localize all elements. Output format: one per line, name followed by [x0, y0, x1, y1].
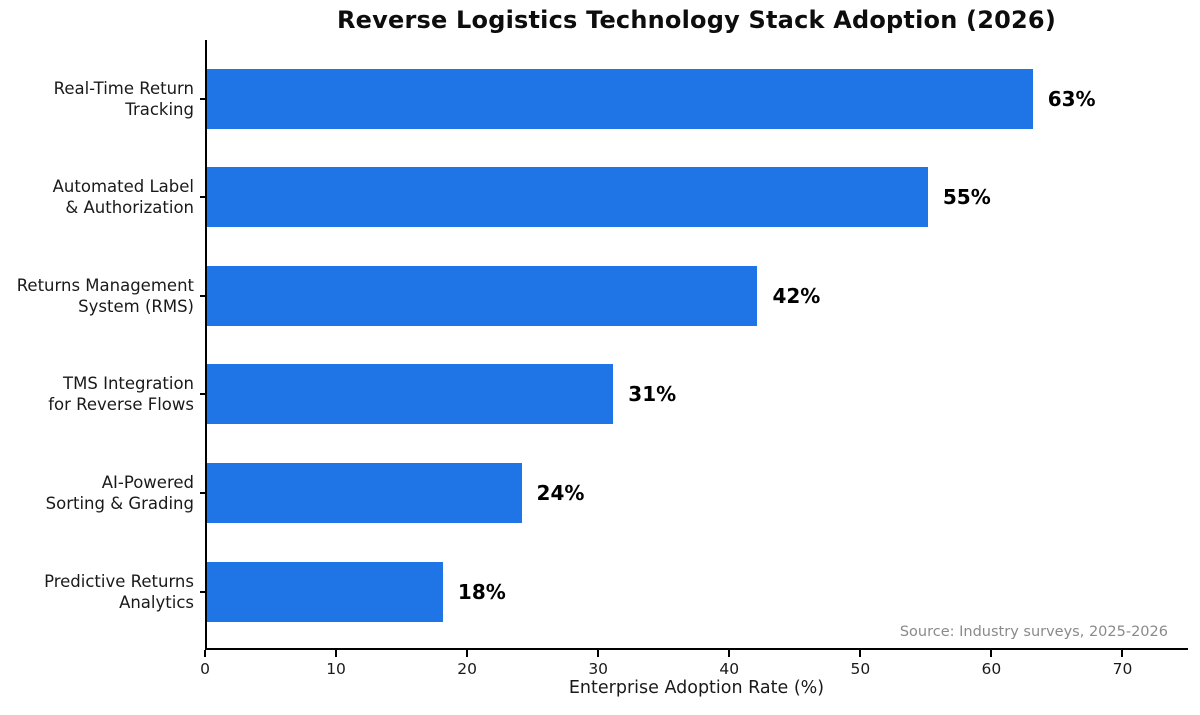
x-tick-label-3: 30	[588, 660, 609, 678]
bar-0	[207, 68, 1033, 129]
category-label-4: AI-Powered Sorting & Grading	[45, 472, 194, 513]
x-tick-mark-3	[597, 650, 600, 657]
x-tick-mark-1	[335, 650, 338, 657]
y-tick-2	[200, 294, 207, 297]
y-tick-0	[200, 97, 207, 100]
x-tick-mark-5	[859, 650, 862, 657]
bar-value-label-3: 31%	[628, 382, 677, 407]
x-tick-mark-2	[466, 650, 469, 657]
chart-title: Reverse Logistics Technology Stack Adopt…	[337, 6, 1056, 34]
x-tick-mark-6	[990, 650, 993, 657]
source-note: Source: Industry surveys, 2025-2026	[899, 624, 1168, 640]
x-tick-mark-4	[728, 650, 731, 657]
x-axis-label: Enterprise Adoption Rate (%)	[568, 678, 825, 698]
x-tick-label-2: 20	[457, 660, 477, 678]
plot-area: Source: Industry surveys, 2025-2026 63% 5…	[200, 40, 1188, 650]
y-tick-4	[200, 491, 207, 494]
bar-4	[207, 462, 522, 523]
x-tick-label-4: 40	[719, 660, 740, 678]
bar-value-label-5: 18%	[457, 579, 506, 604]
category-label-2: Returns Management System (RMS)	[16, 275, 194, 316]
x-tick-label-5: 50	[850, 660, 871, 678]
category-label-5: Predictive Returns Analytics	[44, 571, 194, 612]
category-label-3: TMS Integration for Reverse Flows	[48, 374, 194, 415]
y-tick-5	[200, 590, 207, 593]
bar-1	[207, 167, 928, 228]
bar-3	[207, 364, 614, 425]
x-tick-mark-7	[1121, 650, 1124, 657]
bar-5	[207, 561, 443, 622]
y-tick-3	[200, 393, 207, 396]
x-axis-ticks: 0 10 20 30 40 50 60 70	[200, 650, 1188, 690]
category-label-0: Real-Time Return Tracking	[53, 78, 194, 119]
bar-2	[207, 265, 758, 326]
category-label-1: Automated Label & Authorization	[52, 177, 194, 218]
bar-value-label-4: 24%	[536, 480, 585, 505]
y-tick-1	[200, 196, 207, 199]
bar-value-label-1: 55%	[942, 185, 991, 210]
x-tick-mark-0	[204, 650, 206, 657]
x-tick-label-7: 70	[1112, 660, 1133, 678]
y-axis-category-labels: Real-Time Return Tracking Automated Label…	[0, 40, 194, 650]
bar-value-label-0: 63%	[1047, 86, 1096, 111]
x-tick-label-0: 0	[200, 660, 210, 678]
bar-value-label-2: 42%	[772, 283, 821, 308]
x-tick-label-1: 10	[326, 660, 346, 678]
x-tick-label-6: 60	[981, 660, 1002, 678]
